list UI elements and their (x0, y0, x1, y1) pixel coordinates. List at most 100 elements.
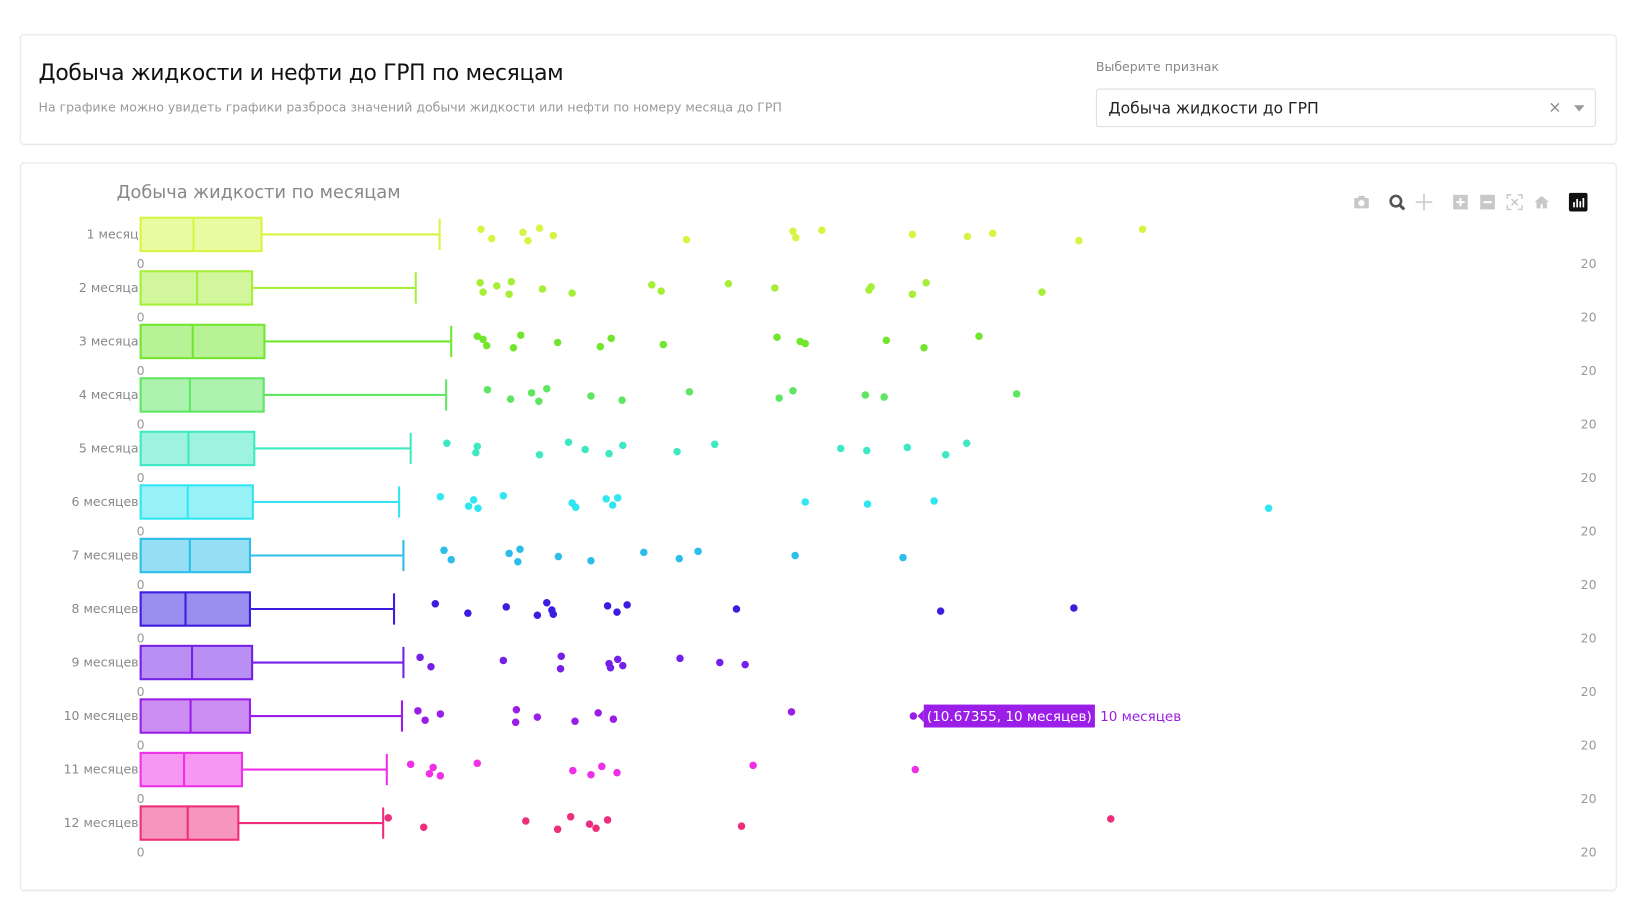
y-tick-label: 8 месяцев (72, 601, 139, 616)
outlier-point (554, 552, 563, 561)
outlier-point (553, 338, 562, 347)
zoom-out-icon[interactable] (1478, 193, 1497, 212)
box (139, 323, 266, 360)
outlier-point (801, 498, 809, 506)
x-tick-label: 20 (1581, 363, 1597, 378)
outlier-point (587, 771, 595, 779)
outlier-point (936, 607, 945, 615)
outlier-point (384, 814, 392, 822)
box (139, 698, 251, 734)
outlier-point (479, 335, 487, 344)
x-tick-label: 0 (137, 256, 145, 271)
y-tick-label: 9 месяцев (72, 655, 139, 670)
outlier-point (476, 278, 484, 287)
outlier-point (436, 710, 445, 718)
chevron-down-icon[interactable] (1574, 105, 1585, 112)
box-trace: 7 месяцев 0 20 (72, 537, 1597, 592)
y-tick-label: 1 месяц (87, 227, 139, 242)
tooltip-trace-name: 10 месяцев (1100, 709, 1181, 725)
x-tick-label: 20 (1581, 791, 1597, 806)
chart-title: Добыча жидкости по месяцам (116, 182, 401, 204)
outlier-point (694, 547, 702, 556)
outlier-point (473, 759, 482, 768)
plotly-logo-icon[interactable] (1568, 192, 1588, 212)
outlier-point (962, 439, 971, 448)
box-trace: 6 месяцев 0 20 (72, 484, 1597, 538)
outlier-point (792, 233, 800, 242)
outlier-point (675, 554, 684, 563)
y-tick-label: 5 месяца (79, 441, 139, 456)
outlier-point (516, 545, 524, 553)
box-trace: 1 месяц 0 20 (87, 216, 1597, 271)
outlier-point (791, 551, 799, 560)
outlier-point (506, 395, 515, 403)
camera-icon[interactable] (1352, 193, 1371, 212)
outlier-point (473, 442, 482, 451)
outlier-point (543, 599, 551, 607)
feature-select[interactable]: Добыча жидкости до ГРП × (1095, 88, 1596, 128)
outlier-point (1264, 504, 1273, 512)
outlier-point (908, 230, 917, 239)
box (139, 377, 265, 413)
outlier-point (473, 332, 482, 340)
x-tick-label: 20 (1581, 256, 1597, 271)
outlier-point (477, 225, 485, 233)
x-tick-label: 0 (137, 363, 145, 378)
outlier-point (557, 652, 566, 661)
outlier-point (527, 389, 536, 397)
y-tick-label: 10 месяцев (64, 708, 139, 723)
outlier-point (605, 449, 613, 458)
x-tick-label: 20 (1581, 630, 1597, 645)
outlier-point (483, 386, 492, 394)
outlier-point (920, 343, 928, 352)
outlier-point (421, 716, 429, 724)
zoom-in-icon[interactable] (1451, 193, 1470, 212)
outlier-point (505, 549, 513, 558)
outlier-point (431, 600, 440, 608)
outlier-point (585, 820, 594, 828)
box-trace: 10 месяцев 0 20 (64, 698, 1597, 752)
clear-icon[interactable]: × (1548, 97, 1562, 117)
outlier-point (598, 762, 606, 771)
outlier-point (732, 605, 741, 613)
x-tick-label: 0 (137, 309, 145, 324)
outlier-point (899, 553, 907, 562)
outlier-point (594, 709, 602, 717)
outlier-point (1107, 815, 1115, 823)
outlier-point (507, 277, 516, 286)
reset-axes-icon[interactable] (1532, 193, 1551, 212)
page-title: Добыча жидкости и нефти до ГРП по месяца… (38, 60, 564, 86)
outlier-point (464, 502, 473, 510)
box-trace: 9 месяцев 0 20 (72, 644, 1597, 699)
outlier-point (482, 341, 491, 350)
outlier-point (406, 760, 415, 769)
outlier-point (592, 824, 600, 833)
outlier-point (514, 558, 522, 566)
outlier-point (789, 227, 797, 236)
outlier-point (941, 450, 950, 459)
x-tick-label: 0 (137, 737, 145, 752)
y-tick-label: 4 месяца (79, 387, 139, 402)
outlier-point (535, 397, 543, 405)
outlier-point (922, 278, 930, 287)
pan-icon[interactable] (1415, 193, 1434, 212)
zoom-icon[interactable] (1388, 193, 1407, 212)
outlier-point (603, 816, 612, 824)
x-tick-label: 20 (1581, 416, 1597, 431)
outlier-point (676, 654, 684, 663)
outlier-point (522, 817, 530, 825)
outlier-point (801, 339, 809, 348)
x-tick-label: 20 (1581, 844, 1597, 859)
outlier-point (975, 332, 983, 340)
box-trace: 8 месяцев 0 20 (72, 591, 1597, 645)
outlier-point (568, 289, 576, 297)
outlier-point (606, 663, 615, 672)
outlier-point (608, 501, 617, 509)
outlier-point (648, 281, 656, 289)
x-tick-label: 0 (137, 791, 145, 806)
outlier-point (607, 334, 615, 343)
autoscale-icon[interactable] (1505, 193, 1524, 212)
box (139, 805, 240, 841)
outlier-point (602, 495, 610, 503)
